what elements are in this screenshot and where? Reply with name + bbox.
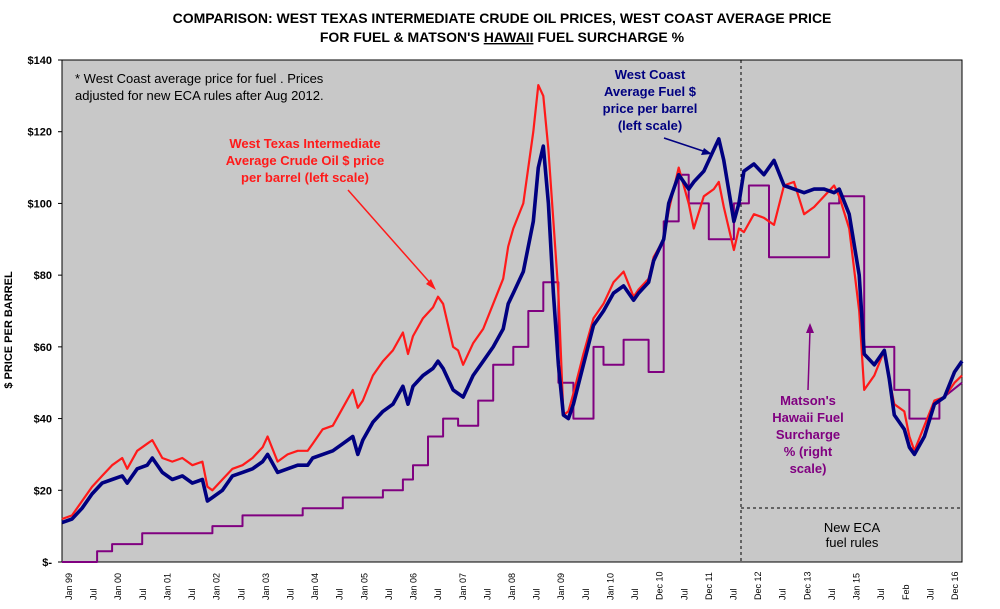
- y-tick-label: $-: [42, 557, 52, 569]
- surcharge-annotation-arrow: [807, 329, 811, 391]
- x-tick-label: Jul: [433, 588, 443, 600]
- wc-annotation-line2: Average Fuel $: [604, 84, 697, 99]
- title-part-c: FUEL SURCHARGE %: [533, 29, 684, 45]
- wc-arrow-head: [701, 148, 712, 155]
- x-tick-label: Jul: [876, 588, 886, 600]
- y-tick-label: $60: [34, 342, 52, 354]
- x-tick-label: Jul: [532, 588, 542, 600]
- west-coast-line: [61, 137, 964, 525]
- wti-line: [61, 84, 963, 521]
- x-tick-label: Jul: [89, 588, 99, 600]
- plot-area: [61, 59, 963, 563]
- wti-annotation-line2: Average Crude Oil $ price: [226, 153, 384, 168]
- x-tick-label: Jul: [778, 588, 788, 600]
- y-tick-label: $20: [34, 485, 52, 497]
- wc-annotation-arrow: [663, 137, 707, 153]
- y-axis-label: $ PRICE PER BARREL: [3, 271, 15, 389]
- x-tick-label: Jan 02: [212, 573, 222, 600]
- x-tick-label: Feb: [901, 584, 911, 600]
- x-tick-label: Jul: [482, 588, 492, 600]
- series-group: [61, 84, 964, 563]
- x-tick-label: Jul: [729, 588, 739, 600]
- x-tick-label: Jan 99: [64, 573, 74, 600]
- x-tick-label: Jul: [630, 588, 640, 600]
- title-part-hawaii: HAWAII: [484, 29, 534, 45]
- y-axis: $- $20 $40 $60 $80 $100 $120 $140: [28, 55, 62, 569]
- y-tick-label: $100: [28, 198, 52, 210]
- x-tick-label: Dec 11: [704, 572, 714, 600]
- surcharge-annotation-line1: Matson's: [780, 393, 836, 408]
- y-tick-label: $120: [28, 127, 52, 139]
- surcharge-annotation-line3: Surcharge: [776, 427, 840, 442]
- wti-annotation-line1: West Texas Intermediate: [229, 136, 380, 151]
- wc-annotation-line4: (left scale): [618, 118, 682, 133]
- surcharge-annotation-line4: % (right: [784, 444, 833, 459]
- surcharge-annotation-line5: scale): [790, 461, 827, 476]
- footnote-line2: adjusted for new ECA rules after Aug 201…: [75, 88, 324, 103]
- y-tick-label: $80: [34, 270, 52, 282]
- x-tick-label: Jul: [138, 588, 148, 600]
- x-tick-label: Jul: [827, 588, 837, 600]
- x-tick-label: Jul: [384, 588, 394, 600]
- wc-annotation-line3: price per barrel: [603, 101, 698, 116]
- y-tick-label: $40: [34, 414, 52, 426]
- x-tick-label: Jan 03: [261, 573, 271, 600]
- x-tick-label: Dec 13: [802, 571, 812, 600]
- x-tick-label: Jan 09: [556, 573, 566, 600]
- x-tick-label: Jan 04: [310, 573, 320, 600]
- wti-arrow-head: [426, 279, 436, 290]
- y-tick-label: $140: [28, 55, 52, 67]
- wti-annotation-arrow: [347, 189, 433, 286]
- chart-title-line2: FOR FUEL & MATSON'S HAWAII FUEL SURCHARG…: [320, 29, 685, 45]
- x-tick-label: Jul: [335, 588, 345, 600]
- x-tick-label: Jan 07: [458, 573, 468, 600]
- x-tick-label: Jul: [925, 588, 935, 600]
- title-part-a: FOR FUEL & MATSON'S: [320, 29, 484, 45]
- x-tick-label: Jan 10: [605, 573, 615, 600]
- x-tick-label: Dec 12: [753, 571, 763, 600]
- x-tick-label: Jul: [286, 588, 296, 600]
- footnote-line1: * West Coast average price for fuel . Pr…: [75, 71, 324, 86]
- x-tick-label: Dec 16: [950, 571, 960, 600]
- x-tick-label: Jan 01: [162, 573, 172, 600]
- x-tick-label: Jan 08: [507, 573, 517, 600]
- wti-annotation: West Texas Intermediate Average Crude Oi…: [226, 136, 384, 185]
- x-tick-label: Dec 10: [655, 571, 665, 600]
- x-tick-label: Jul: [581, 588, 591, 600]
- eca-label-line2: fuel rules: [826, 535, 879, 550]
- x-tick-label: Jan 06: [409, 573, 419, 600]
- x-tick-label: Jul: [236, 588, 246, 600]
- x-axis: Jan 99 Jul Jan 00 Jul Jan 01 Jul Jan 02 Jul Jan …: [64, 571, 960, 600]
- x-tick-label: Jul: [679, 588, 689, 600]
- x-tick-label: Jan 05: [359, 573, 369, 600]
- x-tick-label: Jul: [187, 588, 197, 600]
- chart-title-line1: COMPARISON: WEST TEXAS INTERMEDIATE CRUD…: [173, 10, 832, 26]
- eca-label-line1: New ECA: [824, 520, 881, 535]
- surcharge-annotation-line2: Hawaii Fuel: [772, 410, 844, 425]
- wc-annotation-line1: West Coast: [615, 67, 686, 82]
- wti-annotation-line3: per barrel (left scale): [241, 170, 369, 185]
- surcharge-arrow-head: [806, 323, 814, 333]
- x-tick-label: Jan 15: [852, 573, 862, 600]
- x-tick-label: Jan 00: [113, 573, 123, 600]
